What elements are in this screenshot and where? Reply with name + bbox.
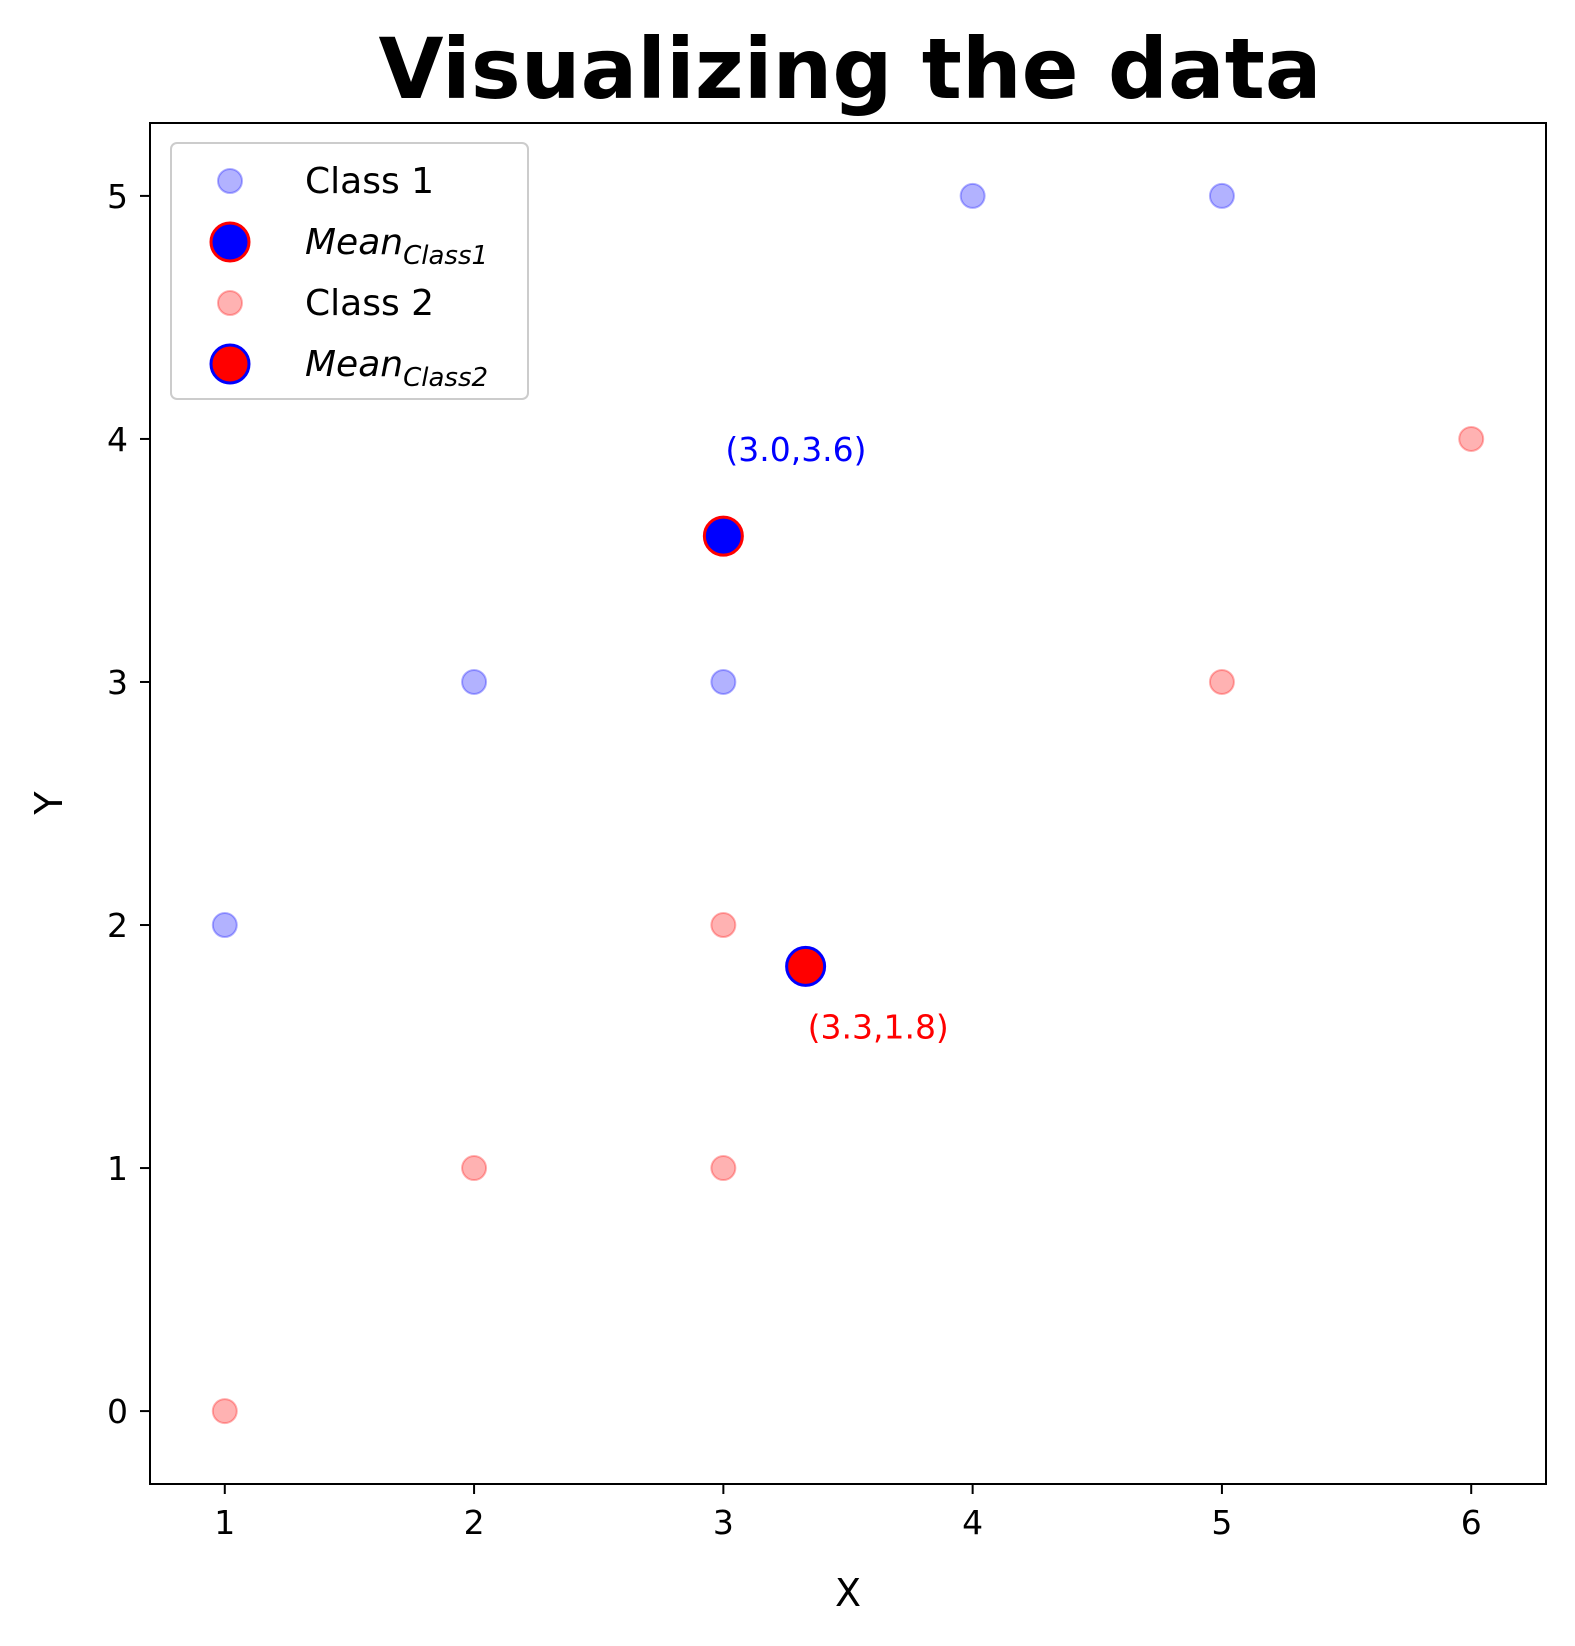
data-point-class1 bbox=[710, 668, 737, 695]
chart-title: Visualizing the data bbox=[378, 20, 1321, 118]
legend-marker bbox=[217, 168, 243, 194]
y-tick-label: 3 bbox=[107, 663, 128, 702]
legend-label: MeanClass2 bbox=[305, 344, 488, 393]
x-tick-label: 6 bbox=[1461, 1503, 1482, 1542]
x-axis-ticks: 1 2 3 4 5 6 bbox=[214, 1484, 1482, 1542]
x-tick-label: 5 bbox=[1211, 1503, 1232, 1542]
mean-annotation-class1: (3.0,3.6) bbox=[725, 430, 866, 469]
data-point-class2 bbox=[710, 912, 737, 939]
x-tick-label: 2 bbox=[464, 1503, 485, 1542]
legend-label: Class 1 bbox=[305, 161, 434, 202]
y-axis-ticks: 0 1 2 3 4 5 bbox=[107, 177, 150, 1431]
data-point-class1 bbox=[461, 668, 488, 695]
y-axis-label: Y bbox=[27, 791, 71, 816]
data-point-class2 bbox=[211, 1398, 238, 1425]
legend-label-main: Mean bbox=[305, 222, 403, 263]
y-tick-label: 4 bbox=[107, 420, 128, 459]
mean-point-class1 bbox=[702, 515, 744, 557]
x-tick-label: 4 bbox=[962, 1503, 983, 1542]
data-point-class1 bbox=[1208, 182, 1235, 209]
data-point-class2 bbox=[1458, 425, 1485, 452]
mean-point-class2 bbox=[785, 945, 827, 987]
legend-frame bbox=[170, 142, 529, 400]
legend-label-subscript: Class2 bbox=[403, 363, 488, 393]
x-axis-label: X bbox=[835, 1571, 861, 1615]
data-point-class1 bbox=[211, 912, 238, 939]
x-tick-label: 3 bbox=[713, 1503, 734, 1542]
legend-label: MeanClass1 bbox=[305, 222, 488, 271]
data-points bbox=[211, 182, 1485, 1425]
y-tick-label: 1 bbox=[107, 1149, 128, 1188]
legend-label-subscript: Class1 bbox=[403, 241, 488, 271]
legend-marker bbox=[209, 343, 251, 385]
mean-annotation-class2: (3.3,1.8) bbox=[808, 1007, 949, 1046]
data-point-class2 bbox=[461, 1155, 488, 1182]
y-tick-label: 5 bbox=[107, 177, 128, 216]
mean-annotations: (3.0,3.6) (3.3,1.8) bbox=[725, 430, 948, 1046]
data-point-class2 bbox=[710, 1155, 737, 1182]
data-point-class1 bbox=[959, 182, 986, 209]
data-point-class2 bbox=[1208, 668, 1235, 695]
legend-label-main: Mean bbox=[305, 344, 403, 385]
legend-marker bbox=[217, 290, 243, 316]
x-tick-label: 1 bbox=[214, 1503, 235, 1542]
legend-label: Class 2 bbox=[305, 283, 434, 324]
legend-marker bbox=[209, 221, 251, 263]
y-tick-label: 0 bbox=[107, 1392, 128, 1431]
y-tick-label: 2 bbox=[107, 906, 128, 945]
